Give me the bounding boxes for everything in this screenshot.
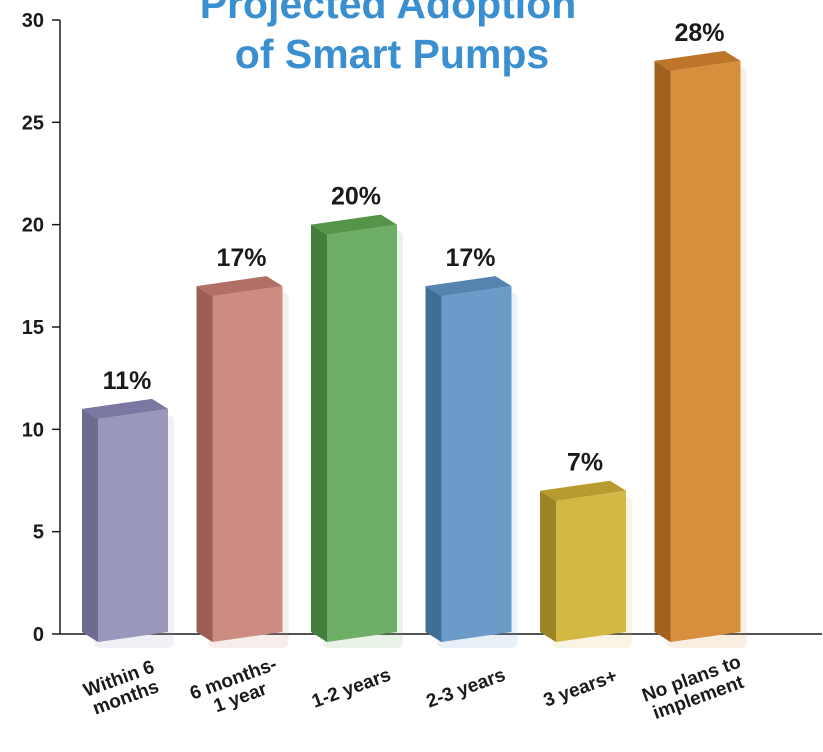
- category-label-4: 3 years+: [541, 666, 620, 712]
- bar-side-0: [82, 408, 98, 642]
- value-label-3: 17%: [445, 244, 495, 272]
- category-label-5: No plans toimplement: [639, 652, 750, 726]
- bar-side-4: [540, 490, 556, 642]
- y-tick-label-0: 0: [33, 624, 44, 646]
- bar-front-4: [556, 490, 626, 642]
- bars: [82, 50, 747, 648]
- bar-front-0: [98, 408, 168, 642]
- value-labels: 11% 17% 20% 17% 7% 28%: [103, 19, 725, 477]
- bar-top-5: [654, 50, 741, 71]
- bar-1: [196, 276, 289, 648]
- bar-front-2: [327, 224, 397, 642]
- category-label-2-line-0: 1-2 years: [309, 665, 394, 713]
- category-label-4-line-0: 3 years+: [541, 666, 620, 712]
- bar-top-2: [311, 214, 397, 235]
- chart-title: Projected Adoption of Smart Pumps: [200, 0, 577, 77]
- axes: 0 5 10 15 20 25 30: [22, 10, 822, 646]
- chart-title-line-2: of Smart Pumps: [235, 31, 549, 77]
- category-label-0: Within 6months: [81, 657, 164, 721]
- chart-title-line-1: Projected Adoption: [200, 0, 577, 27]
- bar-4: [540, 480, 632, 648]
- category-label-1: 6 months-1 year: [187, 654, 286, 724]
- value-label-0: 11%: [103, 367, 152, 395]
- category-label-3-line-0: 2-3 years: [424, 665, 509, 713]
- bar-2: [311, 214, 403, 648]
- category-label-3: 2-3 years: [424, 665, 509, 713]
- y-tick-label-10: 10: [22, 419, 44, 441]
- y-tick-label-20: 20: [22, 215, 44, 237]
- y-tick-label-5: 5: [33, 522, 44, 544]
- value-label-5: 28%: [674, 19, 724, 47]
- bar-side-1: [196, 286, 213, 642]
- bar-top-3: [425, 276, 512, 297]
- bar-0: [82, 398, 174, 648]
- bar-3: [425, 276, 518, 648]
- value-label-2: 20%: [331, 183, 381, 211]
- bar-side-5: [654, 60, 671, 642]
- y-tick-label-25: 25: [22, 112, 44, 134]
- bar-top-1: [196, 276, 283, 297]
- bar-side-2: [311, 224, 327, 642]
- bar-front-1: [212, 286, 283, 642]
- category-label-2: 1-2 years: [309, 665, 394, 713]
- bar-top-4: [540, 480, 626, 501]
- category-labels: Within 6months 6 months-1 year 1-2 years 2-…: [81, 652, 750, 726]
- bar-top-0: [82, 398, 168, 419]
- bar-front-5: [670, 60, 741, 642]
- bar-front-3: [441, 286, 512, 642]
- bar-5: [654, 50, 747, 648]
- value-label-4: 7%: [567, 449, 603, 477]
- value-label-1: 17%: [216, 244, 266, 272]
- y-tick-label-15: 15: [22, 317, 44, 339]
- y-tick-label-30: 30: [22, 10, 44, 32]
- bar-side-3: [425, 286, 442, 642]
